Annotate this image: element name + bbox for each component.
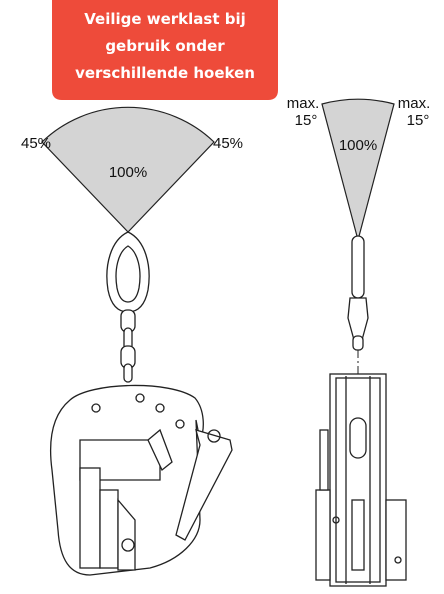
fan-label: 100% — [339, 137, 377, 154]
header-line: gebruik onder — [105, 37, 225, 55]
max-label: max. — [398, 95, 431, 112]
angle-label: 45% — [21, 135, 51, 152]
max-label: max. — [287, 95, 320, 112]
angle-label: 45% — [213, 135, 243, 152]
fan-label: 100% — [109, 164, 147, 181]
angle-label: 15° — [295, 112, 318, 129]
header-line: Veilige werklast bij — [84, 10, 246, 28]
angle-fan — [322, 99, 394, 240]
clamp-front-view — [316, 236, 406, 586]
clamp-side-view — [51, 232, 232, 575]
header-line: verschillende hoeken — [75, 64, 255, 82]
angle-label: 15° — [407, 112, 430, 129]
diagram: Veilige werklast bij gebruik onder versc… — [0, 0, 444, 594]
